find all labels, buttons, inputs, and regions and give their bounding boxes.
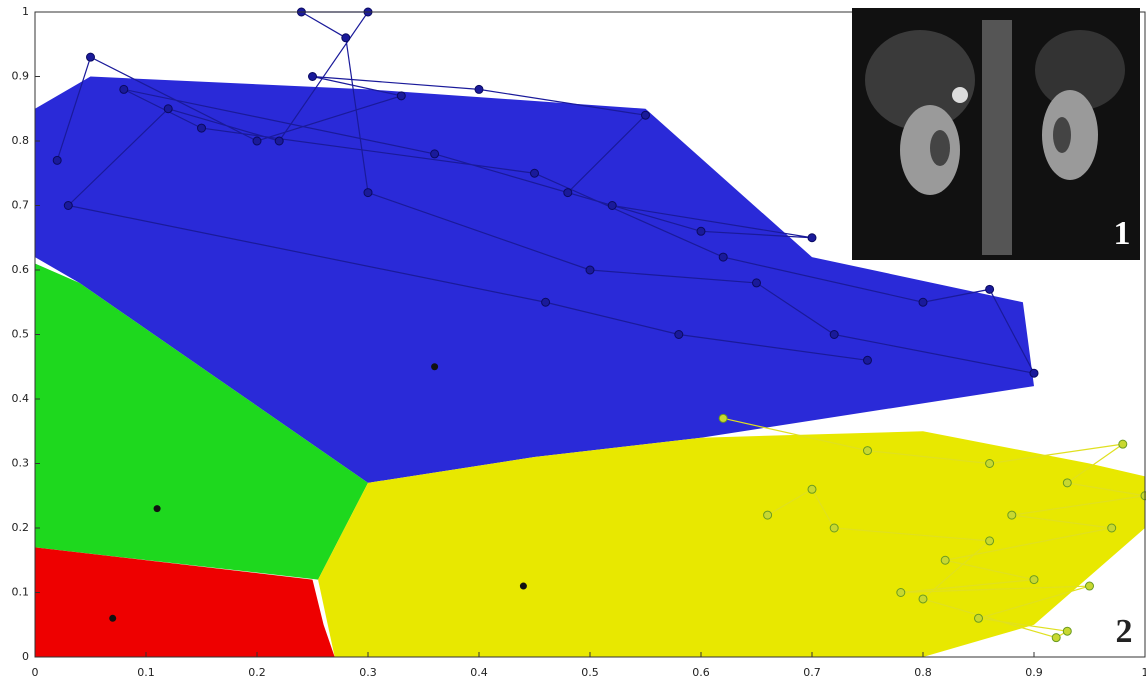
lesion [952, 87, 968, 103]
x-tick-label: 0.2 [248, 666, 266, 679]
trace-point [475, 85, 483, 93]
trace-point [675, 331, 683, 339]
trace-point [808, 234, 816, 242]
y-tick-label: 0.4 [12, 392, 30, 405]
trace-point [253, 137, 261, 145]
mri-inset: 1 [852, 8, 1140, 260]
trace-point [164, 105, 172, 113]
trace-point [120, 85, 128, 93]
chart: 0 0.1 0.2 0.3 0.4 0.5 0.6 0.7 0.8 0.9 1 0 0.1 0.2 0.3 0… [0, 0, 1146, 684]
trace-point [1108, 524, 1116, 532]
trace-point [986, 460, 994, 468]
trace-point [364, 189, 372, 197]
trace-point [1030, 369, 1038, 377]
trace-point [864, 447, 872, 455]
trace-point [919, 595, 927, 603]
kidney-hilum [930, 130, 950, 166]
trace-point [397, 92, 405, 100]
trace-point [764, 511, 772, 519]
trace-point [753, 279, 761, 287]
trace-point [986, 537, 994, 545]
x-tick-label: 0.7 [803, 666, 821, 679]
trace-point [87, 53, 95, 61]
y-tick-label: 0.1 [12, 586, 30, 599]
trace-point [542, 298, 550, 306]
centroid [520, 583, 527, 590]
y-tick-label: 0.6 [12, 263, 30, 276]
trace-point [531, 169, 539, 177]
trace-point [719, 253, 727, 261]
trace-point [564, 189, 572, 197]
trace-point [586, 266, 594, 274]
trace-point [608, 202, 616, 210]
trace-point [1063, 627, 1071, 635]
trace-point [830, 331, 838, 339]
trace-point [198, 124, 206, 132]
trace-point [975, 614, 983, 622]
trace-point [342, 34, 350, 42]
trace-point [275, 137, 283, 145]
trace-point [431, 150, 439, 158]
y-tick-label: 0.3 [12, 457, 30, 470]
left-kidney [900, 105, 960, 195]
trace-point [1052, 634, 1060, 642]
trace-point [897, 589, 905, 597]
x-tick-label: 0.9 [1025, 666, 1043, 679]
trace-point [719, 414, 727, 422]
trace-point [64, 202, 72, 210]
trace-point [941, 556, 949, 564]
trace-point [830, 524, 838, 532]
trace-point [986, 285, 994, 293]
trace-point [642, 111, 650, 119]
centroid [154, 505, 161, 512]
x-tick-label: 1 [1142, 666, 1146, 679]
trace-point [808, 485, 816, 493]
trace-point [1063, 479, 1071, 487]
y-tick-label: 1 [22, 5, 29, 18]
x-tick-label: 0.6 [692, 666, 710, 679]
y-tick-label: 0 [22, 650, 29, 663]
trace-point [697, 227, 705, 235]
centroid [109, 615, 116, 622]
x-tick-label: 0 [32, 666, 39, 679]
spine [982, 20, 1012, 255]
trace-point [919, 298, 927, 306]
x-tick-label: 0.3 [359, 666, 377, 679]
y-tick-label: 0.2 [12, 521, 30, 534]
trace-point [864, 356, 872, 364]
panel-label: 2 [1116, 613, 1133, 650]
y-tick-label: 0.8 [12, 134, 30, 147]
x-tick-label: 0.8 [914, 666, 932, 679]
x-tick-label: 0.5 [581, 666, 599, 679]
kidney-hilum [1053, 117, 1071, 153]
centroid [431, 363, 438, 370]
trace-point [53, 156, 61, 164]
x-tick-label: 0.4 [470, 666, 488, 679]
y-tick-label: 0.9 [12, 70, 30, 83]
trace-point [1030, 576, 1038, 584]
trace-point [1008, 511, 1016, 519]
trace-point [1086, 582, 1094, 590]
x-tick-label: 0.1 [137, 666, 155, 679]
y-tick-label: 0.5 [12, 328, 30, 341]
trace-point [1119, 440, 1127, 448]
panel-label: 1 [1114, 215, 1131, 252]
trace-point [309, 73, 317, 81]
y-tick-label: 0.7 [12, 199, 30, 212]
